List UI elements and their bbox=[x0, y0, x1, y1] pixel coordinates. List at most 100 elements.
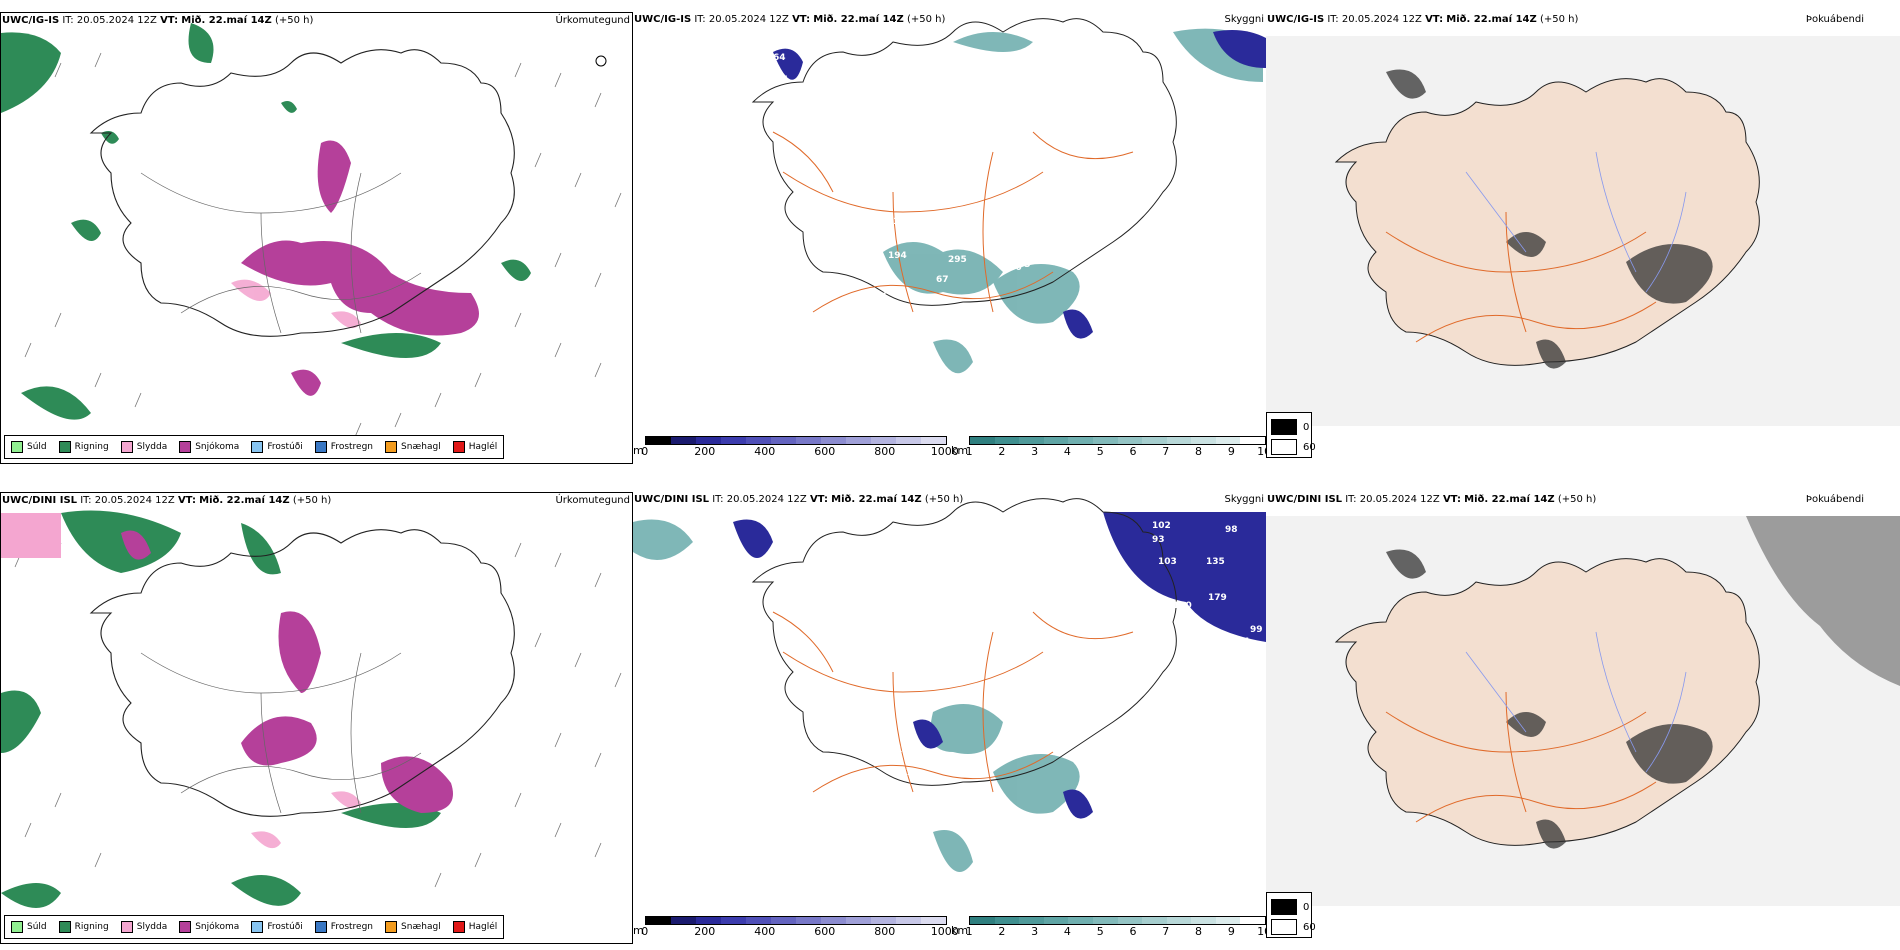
colorbar-tick: 9 bbox=[1227, 925, 1235, 938]
depth-label: 135 bbox=[1206, 557, 1225, 567]
colorbar-tick: 800 bbox=[874, 445, 896, 458]
legend-item: Snæhagl bbox=[385, 441, 441, 453]
depth-label: 96 bbox=[1217, 637, 1230, 647]
legend-item: Haglél bbox=[452, 441, 497, 453]
fog-areas bbox=[1386, 549, 1713, 849]
precip-legend: Súld Rigning Slydda Snjókoma Frostúði Fr… bbox=[4, 915, 505, 939]
legend-item: Frostregn bbox=[314, 441, 373, 453]
depth-label: 91 bbox=[896, 693, 909, 703]
legend-item: Haglél bbox=[452, 921, 497, 933]
depth-label: 51 bbox=[781, 547, 794, 557]
colorbar-segment bbox=[1068, 917, 1093, 924]
depth-label: 106 bbox=[896, 709, 915, 719]
depth-label: 80 bbox=[916, 710, 929, 720]
depth-label: 17 bbox=[881, 235, 894, 245]
fog-legend: 0 60 bbox=[1266, 892, 1316, 938]
depth-label: 36 bbox=[933, 190, 946, 200]
colorbar-segment bbox=[1240, 437, 1266, 444]
colorbar-tick: 800 bbox=[874, 925, 896, 938]
colorbar-tick: 1 bbox=[965, 925, 973, 938]
colorbar-segment bbox=[720, 917, 746, 924]
low-ceiling-areas bbox=[733, 512, 1266, 819]
colorbar-segment bbox=[670, 917, 696, 924]
iceland-outline bbox=[751, 498, 1177, 786]
colorbar-segment bbox=[920, 917, 946, 924]
colorbar-tick: 5 bbox=[1096, 925, 1104, 938]
depth-label: 232 bbox=[963, 237, 982, 247]
colorbar-segment bbox=[920, 437, 946, 444]
panel-header: UWC/DINI ISL IT: 20.05.2024 12Z VT: Mið.… bbox=[2, 495, 332, 506]
colorbar-tick: 7 bbox=[1162, 925, 1170, 938]
panel-title: Þokuábendi bbox=[1805, 14, 1864, 25]
depth-label: 65 bbox=[1018, 260, 1031, 270]
colorbar-segment bbox=[1092, 437, 1118, 444]
colorbar-tick: 8 bbox=[1195, 925, 1203, 938]
legend-item: Rigning bbox=[58, 921, 109, 933]
legend-item: Frostúði bbox=[251, 921, 303, 933]
precip-type-panel-row1: UWC/IG-IS IT: 20.05.2024 12Z VT: Mið. 22… bbox=[0, 12, 633, 464]
precip-map bbox=[1, 23, 622, 438]
colorbar-tick: 200 bbox=[694, 925, 716, 938]
colorbar-segment bbox=[795, 917, 821, 924]
roads bbox=[772, 131, 1134, 313]
colorbar-segment bbox=[895, 437, 921, 444]
fog-map bbox=[1266, 36, 1900, 426]
colorbar-tick: 3 bbox=[1031, 445, 1039, 458]
colorbar-segment bbox=[645, 437, 671, 444]
colorbar-segment bbox=[745, 917, 771, 924]
precip-legend: Súld Rigning Slydda Snjókoma Frostúði Fr… bbox=[4, 435, 505, 459]
visibility-panel-row1: UWC/IG-IS IT: 20.05.2024 12Z VT: Mið. 22… bbox=[633, 12, 1266, 464]
fog-index-panel-row2: UWC/DINI ISL IT: 20.05.2024 12Z VT: Mið.… bbox=[1266, 492, 1900, 944]
colorbar-segment bbox=[820, 917, 846, 924]
colorbar-segment bbox=[870, 917, 896, 924]
legend-item: Súld bbox=[11, 921, 47, 933]
roads bbox=[140, 172, 422, 334]
colorbar-tick: 3 bbox=[1031, 925, 1039, 938]
colorbar-segment bbox=[770, 917, 796, 924]
low-ceiling-areas bbox=[773, 30, 1266, 339]
colorbar-segment bbox=[695, 437, 721, 444]
colorbar-segment bbox=[1142, 437, 1167, 444]
panel-title: Skyggni bbox=[1224, 494, 1264, 505]
depth-labels: 64 57 36 94 177 194 17 36 232 295 65 27 200 265 88 136 3… bbox=[718, 53, 1056, 333]
depth-label: 194 bbox=[888, 251, 907, 261]
legend-item: Frostregn bbox=[314, 921, 373, 933]
depth-label: 265 bbox=[883, 313, 902, 323]
depth-label: 34 bbox=[881, 287, 894, 297]
colorbar-tick: 1 bbox=[965, 445, 973, 458]
legend-item: Snæhagl bbox=[385, 921, 441, 933]
precip-sleet bbox=[231, 279, 361, 329]
colorbar-tick: 6 bbox=[1129, 925, 1137, 938]
depth-label: 94 bbox=[1237, 637, 1250, 647]
colorbar-segment bbox=[645, 917, 671, 924]
ceiling-colorbar: m 0 200 400 600 800 1000 bbox=[633, 436, 959, 458]
depth-label: 63 bbox=[858, 721, 871, 731]
depth-label: 177 bbox=[893, 217, 912, 227]
rivers bbox=[1465, 151, 1687, 293]
depth-label: 94 bbox=[868, 217, 881, 227]
colorbar-segment bbox=[845, 917, 871, 924]
panel-title: Skyggni bbox=[1224, 14, 1264, 25]
wind-barbs bbox=[14, 542, 622, 888]
colorbar-segment bbox=[1068, 437, 1093, 444]
roads bbox=[140, 652, 422, 814]
panel-header: UWC/IG-IS IT: 20.05.2024 12Z VT: Mið. 22… bbox=[2, 15, 314, 26]
colorbar-segment bbox=[820, 437, 846, 444]
legend-item: Rigning bbox=[58, 441, 109, 453]
panel-title: Úrkomutegund bbox=[555, 15, 630, 26]
depth-label: 64 bbox=[773, 53, 786, 63]
colorbar-segment bbox=[720, 437, 746, 444]
colorbar-segment bbox=[1043, 437, 1069, 444]
precip-sleet bbox=[251, 791, 361, 849]
precip-snow bbox=[241, 140, 479, 396]
depth-label: 70 bbox=[906, 768, 919, 778]
colorbar-tick: 6 bbox=[1129, 445, 1137, 458]
colorbar-tick: 1000 bbox=[930, 925, 959, 938]
depth-label: 295 bbox=[948, 255, 967, 265]
depth-label: 36 bbox=[718, 195, 731, 205]
colorbar-tick: 5 bbox=[1096, 445, 1104, 458]
colorbar-segment bbox=[1019, 917, 1044, 924]
colorbar-segment bbox=[1092, 917, 1118, 924]
panel-header: UWC/IG-IS IT: 20.05.2024 12Z VT: Mið. 22… bbox=[634, 14, 946, 25]
colorbar-segment bbox=[1142, 917, 1167, 924]
